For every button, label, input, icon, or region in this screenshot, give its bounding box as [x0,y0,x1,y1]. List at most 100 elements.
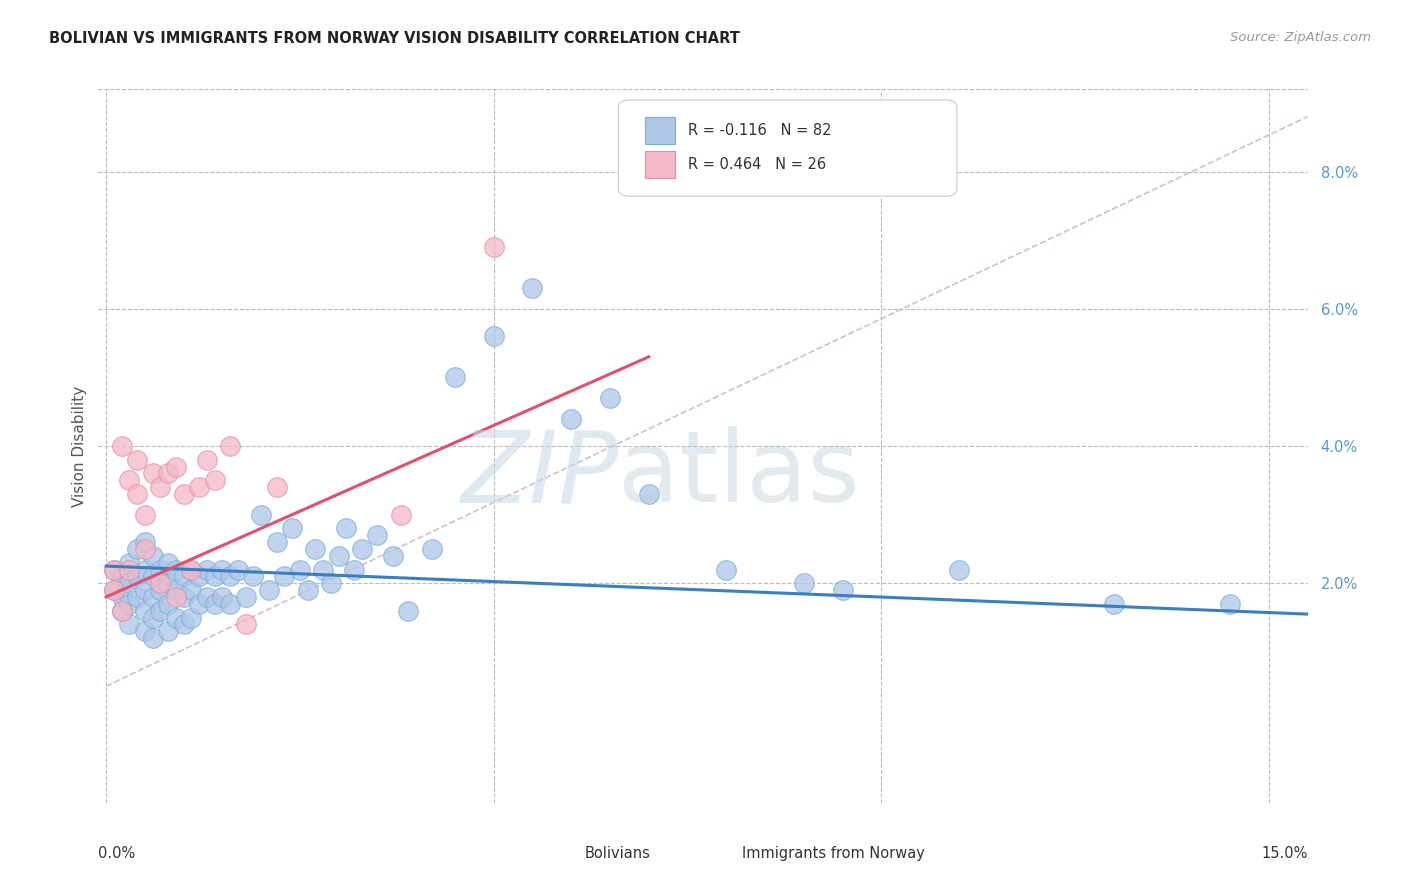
Point [560,411,582,425]
Point [149,576,172,591]
Point [165,610,187,624]
Point [111,590,134,604]
Point [343,562,366,576]
Point [157,597,180,611]
Point [111,439,134,453]
Point [281,521,304,535]
Point [250,508,273,522]
Point [288,562,311,576]
Point [257,583,280,598]
Point [188,480,211,494]
Point [444,370,467,384]
Point [134,562,156,576]
Point [134,604,156,618]
Bar [546,844,576,863]
Point [204,569,226,583]
Point [180,562,202,576]
Point [304,541,326,556]
Point [118,576,141,591]
Point [482,329,505,343]
Point [204,597,226,611]
Point [273,569,295,583]
Point [219,569,242,583]
Point [716,562,738,576]
Point [149,604,172,618]
Point [328,549,350,563]
Point [118,617,141,632]
Point [180,562,202,576]
Point [142,569,165,583]
Point [165,459,187,474]
Point [1219,597,1241,611]
Point [312,562,335,576]
Point [127,541,149,556]
Point [118,556,141,570]
Point [297,583,319,598]
Point [350,541,373,556]
Point [381,549,404,563]
Point [134,583,156,598]
Point [142,631,165,645]
Point [948,562,970,576]
Point [118,597,141,611]
Point [149,562,172,576]
Bar [703,844,734,863]
Point [235,617,257,632]
Point [118,562,141,576]
Text: R = 0.464   N = 26: R = 0.464 N = 26 [689,157,827,172]
Point [103,562,125,576]
Bar [645,117,675,145]
Point [599,391,621,405]
Point [522,281,544,295]
Point [180,583,202,598]
Point [142,467,165,481]
Point [195,562,218,576]
Bar [645,152,675,178]
Point [157,624,180,639]
Point [127,452,149,467]
Point [482,240,505,254]
Point [195,590,218,604]
Point [389,508,412,522]
Point [188,597,211,611]
Point [134,541,156,556]
Point [111,569,134,583]
Point [420,541,443,556]
Point [195,452,218,467]
Text: 0.0%: 0.0% [98,846,135,861]
Text: ZIP: ZIP [460,426,619,523]
Point [266,480,288,494]
Point [831,583,853,598]
Point [103,583,125,598]
Point [149,480,172,494]
Point [398,604,420,618]
Point [134,508,156,522]
Text: Source: ZipAtlas.com: Source: ZipAtlas.com [1230,31,1371,45]
Point [173,569,195,583]
Y-axis label: Vision Disability: Vision Disability [72,385,87,507]
Point [157,556,180,570]
Point [111,604,134,618]
Point [188,569,211,583]
Point [142,610,165,624]
Point [226,562,249,576]
Point [173,487,195,501]
Point [134,535,156,549]
Point [637,487,659,501]
Point [219,597,242,611]
Point [157,576,180,591]
Point [1102,597,1125,611]
Point [266,535,288,549]
Point [165,590,187,604]
FancyBboxPatch shape [619,100,957,196]
Point [204,473,226,487]
Text: R = -0.116   N = 82: R = -0.116 N = 82 [689,123,832,138]
Point [211,590,233,604]
Point [173,590,195,604]
Text: Immigrants from Norway: Immigrants from Norway [742,846,925,861]
Point [127,569,149,583]
Point [149,583,172,598]
Point [127,487,149,501]
Point [242,569,264,583]
Point [111,604,134,618]
